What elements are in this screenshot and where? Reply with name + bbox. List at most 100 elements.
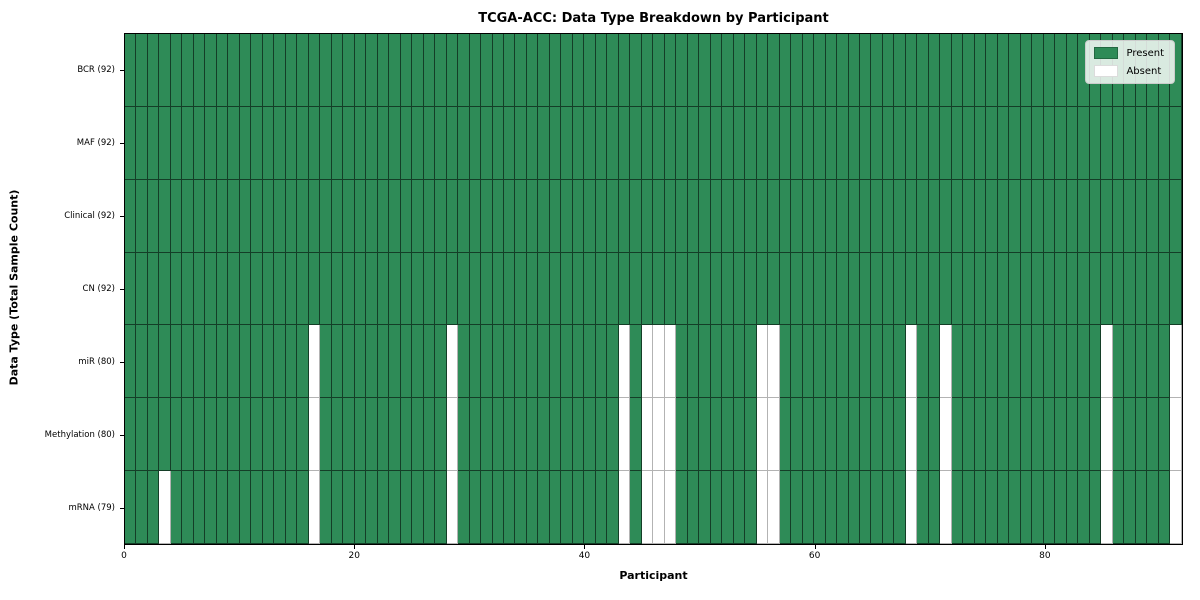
heatmap-cell [228,471,240,544]
heatmap-cell [848,325,860,399]
x-axis-label: Participant [619,569,688,582]
heatmap-cell [239,252,252,326]
heatmap-cell [699,471,711,544]
heatmap-cell [1078,106,1090,180]
heatmap-cell [1066,106,1079,180]
heatmap-cell [205,398,217,472]
heatmap-cell [343,252,355,326]
heatmap-cell [1147,398,1159,472]
heatmap-cell [251,325,263,399]
heatmap-cell [699,398,711,472]
heatmap-cell [1055,325,1067,399]
heatmap-cell [871,106,883,180]
heatmap-cell [825,471,838,544]
heatmap-cell [136,106,148,180]
heatmap-cell [435,179,447,253]
heatmap-cell [917,252,929,326]
heatmap-cell [607,471,619,544]
heatmap-cell [641,252,654,326]
heatmap-cell [1020,325,1033,399]
heatmap-cell [481,34,493,107]
heatmap-cell [400,398,413,472]
heatmap-cell [618,106,631,180]
heatmap-cell [561,252,573,326]
heatmap-cell [917,179,929,253]
heatmap-cell [974,34,987,107]
heatmap-cell [860,106,872,180]
heatmap-cell [963,252,975,326]
heatmap-cell [549,179,562,253]
heatmap-cell [848,106,860,180]
heatmap-cell [526,106,539,180]
y-tick-label: CN (92) [82,284,115,294]
heatmap-cell [274,471,286,544]
heatmap-cell [974,252,987,326]
heatmap-cell [285,252,298,326]
heatmap-cell [653,325,665,399]
heatmap-cell [951,252,964,326]
heatmap-cell [584,471,596,544]
heatmap-cell [1124,106,1136,180]
heatmap-cell [515,106,527,180]
heatmap-cell [1124,471,1136,544]
heatmap-cell [802,398,815,472]
heatmap-cell [1066,34,1079,107]
heatmap-cell [159,325,171,399]
y-tick-mark [120,434,124,436]
heatmap-cell [710,471,723,544]
heatmap-cell [320,471,332,544]
heatmap-cell [503,106,516,180]
heatmap-cell [481,252,493,326]
heatmap-cell [871,252,883,326]
heatmap-cell [297,106,309,180]
heatmap-cell [251,34,263,107]
heatmap-cell [687,325,700,399]
heatmap-cell [492,106,504,180]
heatmap-cell [745,325,757,399]
heatmap-cell [125,471,137,544]
heatmap-cell [251,106,263,180]
heatmap-cell [1101,471,1113,544]
heatmap-cell [618,179,631,253]
heatmap-cell [791,325,803,399]
heatmap-cell [676,471,688,544]
heatmap-cell [687,34,700,107]
chart-title: TCGA-ACC: Data Type Breakdown by Partici… [478,11,829,26]
heatmap-cell [802,34,815,107]
heatmap-cell [814,398,826,472]
heatmap-cell [745,252,757,326]
heatmap-cell [791,179,803,253]
heatmap-cell [1135,106,1148,180]
heatmap-cell [366,34,378,107]
heatmap-cell [871,34,883,107]
x-tick-label: 80 [1039,551,1051,561]
heatmap-cell [469,471,482,544]
heatmap-cell [331,34,344,107]
heatmap-cell [228,252,240,326]
heatmap-cell [687,106,700,180]
heatmap-cell [469,398,482,472]
heatmap-cell [423,398,436,472]
heatmap-cell [343,398,355,472]
heatmap-cell [905,325,918,399]
heatmap-cell [561,179,573,253]
heatmap-cell [389,471,401,544]
legend-item: Absent [1094,65,1164,77]
heatmap-cell [676,325,688,399]
heatmap-cell [848,179,860,253]
heatmap-cell [768,398,780,472]
heatmap-cell [458,398,470,472]
heatmap-cell [423,471,436,544]
heatmap-cell [435,471,447,544]
heatmap-cell [745,179,757,253]
heatmap-cell [664,252,677,326]
heatmap-cell [515,398,527,472]
heatmap-cell [756,179,769,253]
heatmap-cell [125,252,137,326]
heatmap-cell [710,252,723,326]
heatmap-cell [940,34,952,107]
heatmap-cell [768,471,780,544]
heatmap-cell [584,398,596,472]
heatmap-cell [1020,179,1033,253]
heatmap-cell [997,398,1010,472]
